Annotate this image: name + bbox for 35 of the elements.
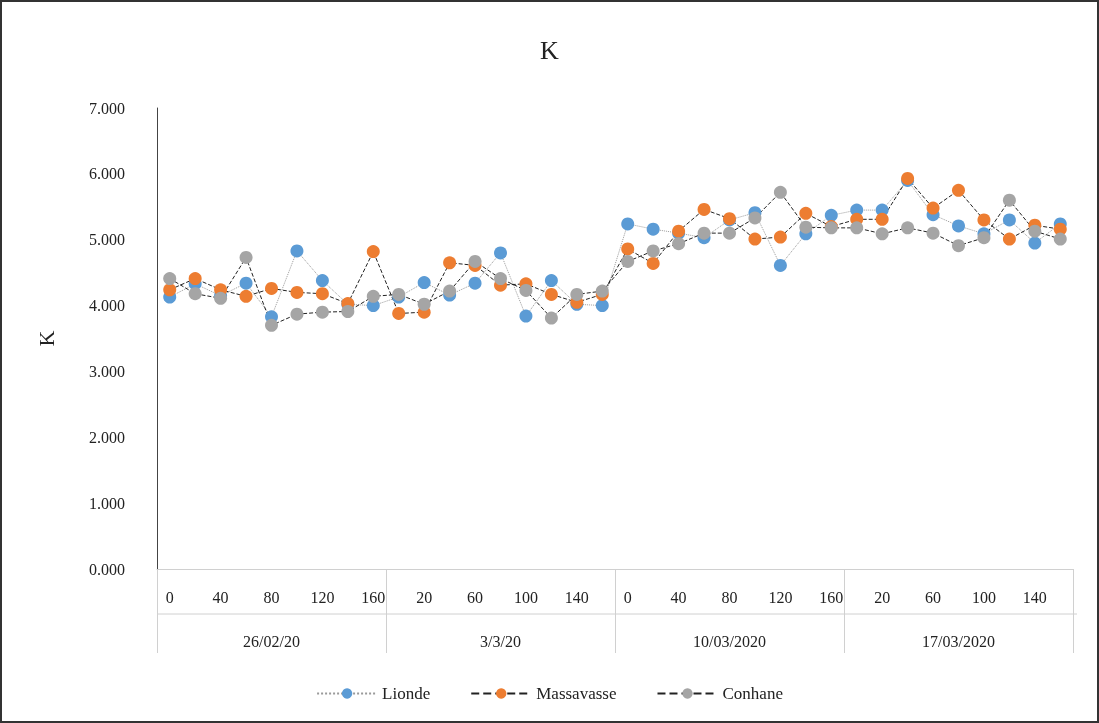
legend-label: Lionde (382, 684, 431, 703)
y-tick-label: 6.000 (89, 165, 125, 183)
x-tick-label: 20 (416, 588, 433, 606)
x-tick-label: 100 (971, 588, 996, 606)
x-tick-label: 160 (819, 588, 844, 606)
x-tick-label: 20 (874, 588, 891, 606)
chart-title: K (540, 35, 560, 65)
y-tick-label: 0.000 (89, 560, 125, 578)
y-axis-title: K (33, 330, 59, 347)
x-tick-label: 140 (1022, 588, 1047, 606)
y-tick-label: 4.000 (89, 297, 125, 315)
x-tick-label: 40 (670, 588, 687, 606)
x-tick-label: 120 (768, 588, 793, 606)
x-tick-label: 0 (165, 588, 174, 606)
text: 17/03/2020 (922, 632, 995, 650)
text: 3/3/20 (480, 632, 521, 650)
legend-label: Conhane (722, 684, 783, 703)
text: 10/03/2020 (693, 632, 766, 650)
x-tick-label: 140 (564, 588, 589, 606)
y-tick-label: 1.000 (89, 494, 125, 512)
legend-label: Massavasse (536, 684, 617, 703)
x-tick-label: 80 (721, 588, 738, 606)
text: 26/02/20 (243, 632, 300, 650)
x-tick-label: 160 (361, 588, 386, 606)
y-tick-label: 5.000 (89, 231, 125, 249)
y-tick-label: 3.000 (89, 362, 125, 380)
y-tick-label: 7.000 (89, 99, 125, 117)
x-tick-label: 0 (623, 588, 632, 606)
x-tick-label: 100 (513, 588, 538, 606)
x-tick-label: 80 (263, 588, 280, 606)
x-tick-label: 40 (212, 588, 229, 606)
x-tick-label: 120 (310, 588, 335, 606)
y-tick-label: 2.000 (89, 428, 125, 446)
x-tick-label: 60 (467, 588, 484, 606)
x-tick-label: 60 (925, 588, 942, 606)
